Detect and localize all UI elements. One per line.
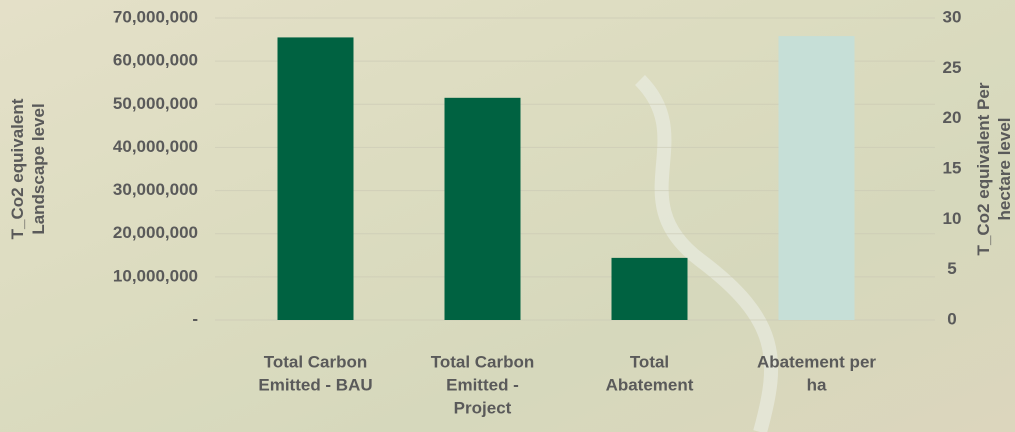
- y2-tick-label: 5: [947, 259, 956, 278]
- y-tick-label: 50,000,000: [113, 94, 198, 113]
- bar: [778, 36, 855, 321]
- x-tick-label: Total: [630, 352, 669, 371]
- x-tick-label: Project: [454, 398, 512, 417]
- y2-tick-label: 0: [947, 309, 956, 328]
- y2-tick-label: 25: [943, 58, 962, 77]
- x-tick-label: Total Carbon: [264, 352, 368, 371]
- y2-tick-label: 10: [943, 209, 962, 228]
- y-axis-label-line: Landscape level: [29, 103, 48, 234]
- y-tick-label: 40,000,000: [113, 137, 198, 156]
- background-river: [634, 75, 779, 432]
- y2-tick-label: 30: [943, 7, 962, 26]
- x-tick-label: Emitted -: [446, 375, 519, 394]
- bar: [444, 97, 521, 320]
- y2-axis-label: T_Co2 equivalent Per hectare level: [974, 82, 1014, 255]
- y2-tick-label: 20: [943, 108, 962, 127]
- y2-axis-label-line: hectare level: [995, 117, 1014, 220]
- x-tick-label: Total Carbon: [431, 352, 535, 371]
- y-tick-label: 20,000,000: [113, 223, 198, 242]
- y-tick-label: -: [192, 309, 198, 328]
- y-axis-label: T_Co2 equivalent Landscape level: [8, 98, 48, 239]
- y-tick-label: 10,000,000: [113, 266, 198, 285]
- x-tick-label: Abatement: [606, 375, 694, 394]
- x-tick-label: ha: [807, 375, 827, 394]
- y2-tick-label: 15: [943, 158, 962, 177]
- x-tick-label: Abatement per: [757, 352, 876, 371]
- x-tick-label: Emitted - BAU: [258, 375, 372, 394]
- y-tick-label: 70,000,000: [113, 7, 198, 26]
- y-axis-label-line: T_Co2 equivalent: [8, 98, 27, 239]
- bar: [277, 37, 354, 321]
- bar: [611, 257, 688, 320]
- y-tick-label: 30,000,000: [113, 180, 198, 199]
- y-tick-label: 60,000,000: [113, 51, 198, 70]
- y2-axis-label-line: T_Co2 equivalent Per: [974, 82, 993, 255]
